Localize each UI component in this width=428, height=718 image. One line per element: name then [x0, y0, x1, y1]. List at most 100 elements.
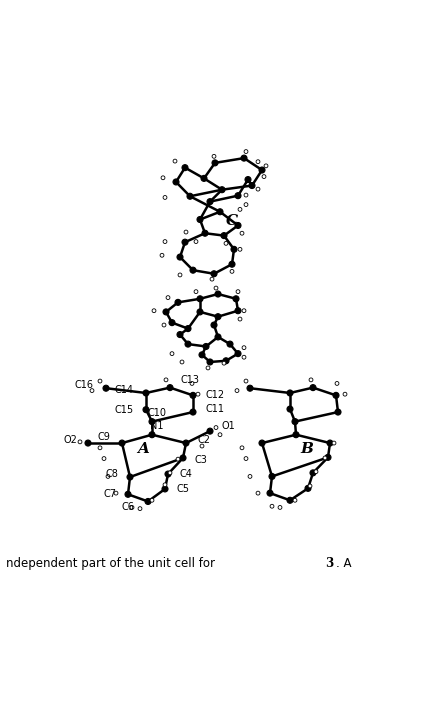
- Circle shape: [335, 409, 341, 415]
- Circle shape: [215, 314, 221, 320]
- Circle shape: [207, 359, 213, 365]
- Circle shape: [175, 299, 181, 305]
- Circle shape: [166, 296, 170, 299]
- Circle shape: [162, 486, 168, 492]
- Text: C7: C7: [104, 489, 116, 499]
- Circle shape: [235, 308, 241, 314]
- Circle shape: [190, 267, 196, 273]
- Circle shape: [85, 440, 91, 446]
- Circle shape: [217, 209, 223, 215]
- Text: C6: C6: [122, 503, 134, 513]
- Circle shape: [327, 440, 333, 446]
- Circle shape: [164, 378, 168, 382]
- Circle shape: [242, 309, 246, 312]
- Circle shape: [238, 248, 242, 251]
- Circle shape: [248, 475, 252, 478]
- Circle shape: [236, 290, 240, 294]
- Circle shape: [207, 199, 213, 205]
- Circle shape: [230, 269, 234, 274]
- Circle shape: [143, 390, 149, 396]
- Circle shape: [163, 240, 167, 243]
- Text: C5: C5: [176, 484, 190, 494]
- Circle shape: [256, 491, 260, 495]
- Circle shape: [227, 341, 233, 347]
- Circle shape: [235, 388, 239, 393]
- Text: C13: C13: [181, 376, 199, 386]
- Circle shape: [206, 366, 210, 370]
- Circle shape: [293, 498, 297, 502]
- Text: 3: 3: [325, 556, 333, 569]
- Circle shape: [200, 444, 204, 448]
- Circle shape: [278, 505, 282, 509]
- Circle shape: [163, 309, 169, 315]
- Circle shape: [103, 386, 109, 391]
- Circle shape: [78, 440, 82, 444]
- Circle shape: [244, 149, 248, 154]
- Circle shape: [177, 254, 183, 260]
- Circle shape: [214, 426, 218, 429]
- Circle shape: [114, 491, 118, 495]
- Circle shape: [190, 381, 194, 386]
- Circle shape: [235, 192, 241, 199]
- Circle shape: [187, 193, 193, 200]
- Text: C14: C14: [115, 385, 134, 395]
- Circle shape: [190, 409, 196, 415]
- Circle shape: [235, 223, 241, 228]
- Circle shape: [173, 159, 177, 163]
- Circle shape: [201, 175, 207, 182]
- Circle shape: [264, 164, 268, 168]
- Text: O2: O2: [63, 435, 77, 445]
- Text: B: B: [300, 442, 314, 456]
- Circle shape: [235, 350, 241, 357]
- Circle shape: [287, 406, 293, 412]
- Circle shape: [183, 440, 189, 446]
- Circle shape: [178, 273, 182, 277]
- Circle shape: [182, 239, 188, 245]
- Circle shape: [197, 309, 203, 315]
- Circle shape: [332, 441, 336, 445]
- Circle shape: [267, 490, 273, 496]
- Circle shape: [162, 323, 166, 327]
- Circle shape: [212, 160, 218, 166]
- Circle shape: [102, 457, 106, 460]
- Circle shape: [256, 187, 260, 191]
- Circle shape: [90, 388, 94, 393]
- Text: C16: C16: [74, 381, 93, 390]
- Circle shape: [238, 208, 242, 211]
- Circle shape: [197, 217, 203, 223]
- Circle shape: [212, 154, 216, 158]
- Circle shape: [223, 358, 229, 364]
- Circle shape: [308, 484, 312, 488]
- Circle shape: [149, 419, 155, 424]
- Circle shape: [229, 261, 235, 267]
- Circle shape: [343, 392, 347, 396]
- Circle shape: [185, 341, 191, 347]
- Circle shape: [244, 202, 248, 207]
- Circle shape: [194, 290, 198, 294]
- Circle shape: [240, 446, 244, 449]
- Text: ndependent part of the unit cell for: ndependent part of the unit cell for: [6, 556, 219, 569]
- Circle shape: [244, 457, 248, 460]
- Circle shape: [119, 440, 125, 446]
- Circle shape: [310, 470, 316, 476]
- Text: C3: C3: [195, 455, 208, 465]
- Circle shape: [185, 325, 191, 332]
- Circle shape: [130, 505, 134, 509]
- Circle shape: [242, 355, 246, 359]
- Circle shape: [325, 454, 331, 460]
- Circle shape: [199, 352, 205, 358]
- Circle shape: [165, 471, 171, 477]
- Circle shape: [244, 193, 248, 197]
- Circle shape: [214, 286, 218, 290]
- Circle shape: [177, 332, 183, 337]
- Circle shape: [244, 379, 248, 383]
- Circle shape: [143, 406, 149, 413]
- Circle shape: [167, 385, 173, 391]
- Circle shape: [242, 346, 246, 350]
- Circle shape: [125, 491, 131, 498]
- Circle shape: [259, 440, 265, 446]
- Circle shape: [247, 386, 253, 391]
- Circle shape: [293, 432, 299, 438]
- Circle shape: [127, 474, 133, 480]
- Circle shape: [333, 392, 339, 398]
